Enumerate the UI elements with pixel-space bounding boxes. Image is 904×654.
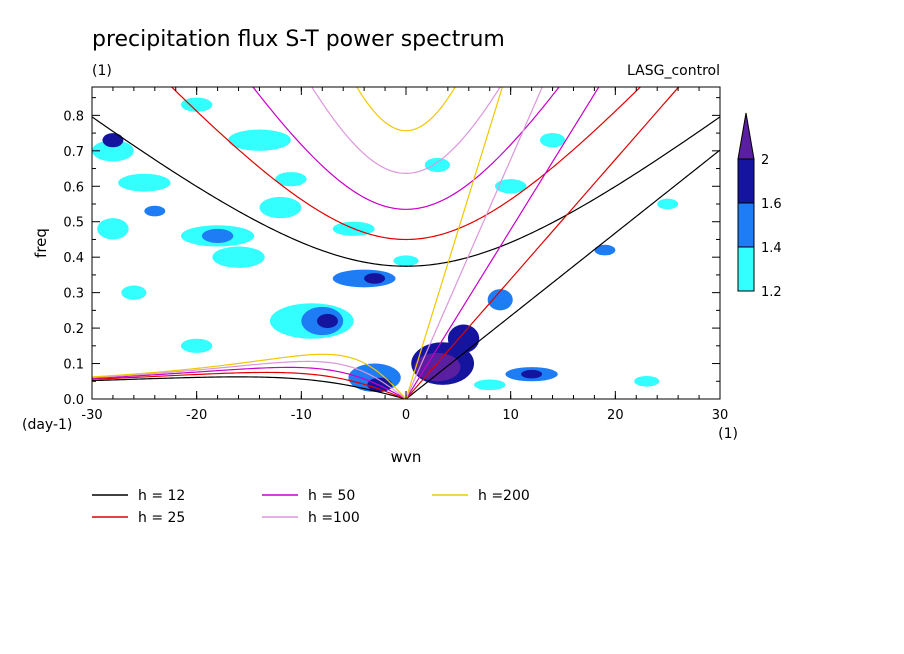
y-axis-label: freq [32, 228, 50, 258]
dispersion-curve [405, 87, 504, 399]
contour-fill-layer [92, 97, 679, 392]
contour-patch [118, 173, 171, 192]
dispersion-curve [405, 149, 720, 399]
dispersion-curves-layer [92, 87, 720, 399]
dispersion-curve [92, 116, 720, 267]
x-tick-label: -30 [81, 408, 102, 423]
dispersion-curve [92, 371, 407, 399]
colorbar-segment [737, 246, 755, 292]
dispersion-curve [92, 360, 407, 399]
colorbar-label: 1.6 [761, 197, 782, 212]
contour-patch [634, 375, 660, 387]
legend-label: h =200 [478, 488, 530, 504]
colorbar-arrow [737, 112, 755, 160]
x-axis-label: wvn [391, 448, 422, 466]
axes-layer: -30 -20 -10 0 10 20 30 0.0 0.1 0.2 0.3 0.4 0.5 0.6 0.7… [63, 87, 728, 423]
contour-patch [364, 273, 386, 284]
contour-patch [487, 289, 513, 311]
contour-patch [259, 196, 302, 219]
chart-title: precipitation flux S-T power spectrum [92, 27, 505, 52]
y-unit-label: (day-1) [22, 417, 72, 433]
x-tick-label: -10 [291, 408, 312, 423]
y-tick-label: 0.2 [63, 322, 84, 337]
y-tick-label: 0.8 [63, 109, 84, 124]
contour-patch [275, 172, 307, 187]
x-tick-label: 20 [607, 408, 624, 423]
y-tick-label: 0.0 [63, 393, 84, 408]
colorbar-segment [737, 158, 755, 204]
colorbar-segment [737, 202, 755, 248]
x-tick-label: 30 [712, 408, 729, 423]
contour-patch [447, 324, 480, 353]
contour-patch [180, 97, 213, 112]
contour-patch [212, 246, 265, 268]
contour-patch [594, 244, 616, 256]
y-tick-label: 0.1 [63, 358, 84, 373]
contour-patch [180, 338, 213, 353]
x-tick-label: -20 [186, 408, 207, 423]
dispersion-curve [405, 87, 600, 399]
legend-label: h = 50 [308, 488, 355, 504]
contour-patch [474, 379, 506, 391]
contour-patch [494, 179, 527, 194]
y-tick-label: 0.4 [63, 251, 84, 266]
y-tick-label: 0.7 [63, 145, 84, 160]
dispersion-curve [92, 376, 407, 399]
contour-patch [424, 157, 450, 173]
legend-label: h = 25 [138, 510, 185, 526]
y-tick-label: 0.3 [63, 287, 84, 302]
contour-patch [521, 369, 543, 379]
y-tick-label: 0.5 [63, 216, 84, 231]
x-unit-label: (1) [718, 426, 738, 442]
colorbar-label: 2 [761, 153, 769, 168]
contour-patch [97, 218, 129, 240]
contour-patch [228, 129, 291, 151]
colorbar: 1.2 1.4 1.6 2 [737, 112, 782, 300]
contour-patch [657, 198, 679, 210]
plot-frame [91, 86, 721, 400]
dispersion-curve [170, 87, 642, 241]
legend-label: h =100 [308, 510, 360, 526]
chart-subtitle-right: LASG_control [627, 63, 720, 79]
contour-patch [317, 313, 338, 329]
contour-patch [92, 140, 134, 162]
contour-patch [332, 269, 396, 288]
contour-patch [102, 133, 124, 148]
contour-patch [121, 285, 147, 300]
dispersion-curve [405, 87, 680, 399]
dispersion-curve [311, 87, 501, 175]
colorbar-label: 1.4 [761, 241, 782, 256]
dispersion-curve [356, 87, 456, 132]
colorbar-label: 1.2 [761, 285, 782, 300]
dispersion-curve [92, 353, 407, 399]
x-tick-label: 0 [402, 408, 410, 423]
contour-patch [414, 352, 461, 382]
chart-subtitle-left: (1) [92, 63, 112, 79]
contour-patch [539, 133, 566, 148]
contour-patch [144, 205, 166, 217]
legend-label: h = 12 [138, 488, 185, 504]
dispersion-curve [405, 87, 543, 399]
y-tick-label: 0.6 [63, 180, 84, 195]
legend: h = 12 h = 25 h = 50 h =100 h =200 [92, 488, 530, 526]
contour-patch [393, 255, 419, 267]
dispersion-curve [92, 366, 407, 399]
contour-patch [201, 228, 234, 243]
x-tick-label: 10 [502, 408, 519, 423]
dispersion-curve [252, 87, 560, 210]
